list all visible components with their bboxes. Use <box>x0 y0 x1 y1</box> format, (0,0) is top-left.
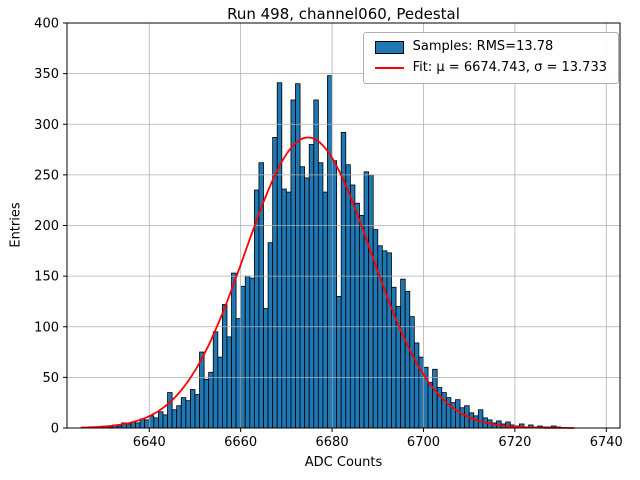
histogram-bar <box>299 166 306 429</box>
histogram-bar <box>459 407 466 429</box>
histogram-bar <box>171 409 178 429</box>
y-tick-label: 150 <box>34 270 59 285</box>
histogram-bar <box>281 188 287 429</box>
y-tick-label: 400 <box>34 17 59 32</box>
histogram-bar <box>244 275 251 429</box>
y-tick-label: 50 <box>42 371 59 386</box>
histogram-bar <box>359 214 365 429</box>
histogram-bar <box>189 389 196 429</box>
histogram-bar <box>285 191 292 429</box>
histogram-bar <box>153 417 159 429</box>
fit-curve <box>80 136 575 429</box>
histogram-bar <box>231 272 237 429</box>
histogram-bar <box>313 99 319 429</box>
histogram-bar <box>295 83 301 429</box>
histogram-bar <box>363 171 370 429</box>
legend: Samples: RMS=13.78 Fit: μ = 6674.743, σ … <box>362 32 619 84</box>
histogram-bar <box>432 368 438 429</box>
y-tick-label: 250 <box>34 168 59 183</box>
y-tick-label: 0 <box>51 422 59 437</box>
histogram-bar <box>135 422 141 429</box>
y-tick-label: 100 <box>34 320 59 335</box>
histogram-bar <box>322 191 328 429</box>
histogram-bar <box>400 278 406 429</box>
histogram-bar <box>349 184 356 429</box>
histogram-bar <box>208 371 214 429</box>
histogram-bar <box>180 397 187 429</box>
histogram-bar <box>167 392 173 429</box>
histogram-bar <box>331 160 338 429</box>
histogram-bar <box>290 99 296 429</box>
histogram-bar <box>162 414 168 429</box>
x-tick-label: 6720 <box>498 435 531 450</box>
legend-label-fit: Fit: μ = 6674.743, σ = 13.733 <box>412 60 607 76</box>
y-axis-label: Entries <box>8 202 24 248</box>
histogram-bar <box>473 415 479 429</box>
legend-item-fit: Fit: μ = 6674.743, σ = 13.733 <box>374 60 607 76</box>
x-tick-label: 6680 <box>316 435 349 450</box>
legend-item-samples: Samples: RMS=13.78 <box>374 39 607 54</box>
x-axis-label: ADC Counts <box>304 455 383 470</box>
histogram-bar <box>185 400 191 429</box>
histogram-bar <box>144 419 150 429</box>
y-tick-label: 350 <box>34 67 59 82</box>
histogram-bar <box>148 415 155 429</box>
histogram-bar <box>267 242 274 429</box>
histogram-bar <box>203 378 210 429</box>
histogram-bar <box>354 202 360 429</box>
y-tick-label: 200 <box>34 219 59 234</box>
histogram-swatch-icon <box>374 40 404 54</box>
histogram-bar <box>381 250 388 429</box>
histogram-bar <box>404 290 411 429</box>
histogram-bar <box>368 174 374 429</box>
x-tick-label: 6740 <box>590 435 623 450</box>
histogram-bar <box>126 423 132 429</box>
histogram-bar <box>235 318 242 429</box>
x-tick-label: 6700 <box>407 435 440 450</box>
x-tick-label: 6640 <box>133 435 166 450</box>
histogram-bar <box>221 304 228 429</box>
histogram-bar <box>455 399 461 429</box>
histogram-bar <box>308 144 315 429</box>
histogram-bar <box>212 331 219 429</box>
histogram-bar <box>304 177 310 429</box>
fit-line-icon <box>374 67 404 70</box>
y-tick-label: 300 <box>34 118 59 133</box>
histogram-bar <box>199 351 205 429</box>
histogram-bar <box>276 82 283 429</box>
histogram-bar <box>176 405 182 429</box>
histogram-bar <box>157 411 164 429</box>
chart-title: Run 498, channel060, Pedestal <box>227 5 460 23</box>
histogram-bar <box>327 75 333 429</box>
x-tick-label: 6660 <box>224 435 257 450</box>
histogram-bar <box>226 336 232 429</box>
histogram-bar <box>386 252 392 429</box>
histogram-bar <box>468 412 475 429</box>
histogram-bar <box>249 277 255 429</box>
histogram-bar <box>336 295 342 429</box>
histogram-bar <box>477 409 484 429</box>
legend-label-samples: Samples: RMS=13.78 <box>412 39 554 54</box>
histogram-bar <box>317 162 324 429</box>
histogram-bar <box>409 316 415 429</box>
histogram-bar <box>427 382 434 429</box>
histogram-bar <box>345 164 351 429</box>
histogram-bar <box>194 394 200 429</box>
histogram-bar <box>413 342 420 429</box>
histogram-bar <box>272 137 278 429</box>
histogram-bar <box>217 356 223 429</box>
histogram-bar <box>240 285 246 429</box>
